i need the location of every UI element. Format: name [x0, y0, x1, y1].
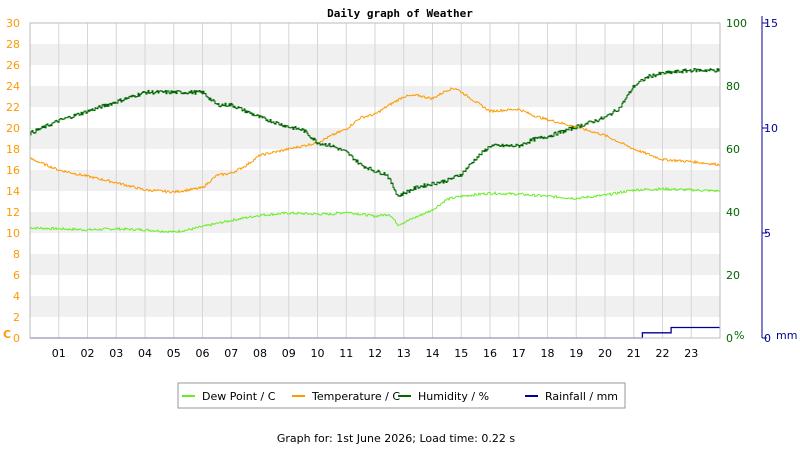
- x-tick-label: 01: [52, 347, 66, 360]
- series-humidity: [30, 68, 720, 197]
- legend-item: Humidity / %: [398, 390, 489, 403]
- humidity-tick-label: 60: [726, 143, 740, 156]
- legend-label: Dew Point / C: [202, 390, 276, 403]
- legend-label: Temperature / C: [311, 390, 400, 403]
- x-tick-label: 03: [109, 347, 123, 360]
- chart-title: Daily graph of Weather: [327, 7, 473, 20]
- legend-label: Rainfall / mm: [545, 390, 618, 403]
- x-tick-label: 06: [196, 347, 210, 360]
- left-tick-label: 2: [13, 311, 20, 324]
- x-tick-label: 04: [138, 347, 152, 360]
- rain-axis-ticks: 0 5 10 15: [761, 16, 778, 345]
- legend-item: Temperature / C: [292, 390, 400, 403]
- footer-text: Graph for: 1st June 2026; Load time: 0.2…: [277, 432, 515, 445]
- series-temperature: [29, 87, 721, 194]
- x-tick-label: 11: [339, 347, 353, 360]
- left-tick-label: 0: [13, 332, 20, 345]
- left-tick-label: 16: [6, 164, 20, 177]
- left-tick-label: 12: [6, 206, 20, 219]
- humidity-tick-label: 40: [726, 206, 740, 219]
- x-tick-label: 02: [81, 347, 95, 360]
- humidity-axis-ticks: 0 20 40 60 80 100: [726, 17, 747, 345]
- legend-item: Rainfall / mm: [525, 390, 618, 403]
- x-tick-label: 13: [397, 347, 411, 360]
- x-tick-label: 15: [454, 347, 468, 360]
- rain-tick-label: 0: [764, 332, 771, 345]
- x-tick-label: 21: [627, 347, 641, 360]
- humidity-tick-label: 100: [726, 17, 747, 30]
- humidity-tick-label: 20: [726, 269, 740, 282]
- x-tick-label: 09: [282, 347, 296, 360]
- legend: Dew Point / C Temperature / C Humidity / %…: [177, 382, 626, 409]
- left-tick-label: 18: [6, 143, 20, 156]
- rain-tick-label: 5: [764, 227, 771, 240]
- left-tick-label: 26: [6, 59, 20, 72]
- x-tick-label: 16: [483, 347, 497, 360]
- x-tick-label: 18: [541, 347, 555, 360]
- legend-label: Humidity / %: [418, 390, 489, 403]
- left-axis-unit: C: [3, 328, 11, 341]
- series-dew-point: [29, 186, 721, 234]
- x-tick-label: 20: [598, 347, 612, 360]
- x-tick-label: 12: [368, 347, 382, 360]
- left-tick-label: 20: [6, 122, 20, 135]
- left-tick-label: 24: [6, 80, 20, 93]
- x-tick-label: 05: [167, 347, 181, 360]
- left-tick-label: 4: [13, 290, 20, 303]
- left-tick-label: 22: [6, 101, 20, 114]
- rain-axis-unit: mm: [776, 329, 797, 342]
- humidity-axis-unit: %: [734, 329, 744, 342]
- x-tick-label: 17: [512, 347, 526, 360]
- left-tick-label: 6: [13, 269, 20, 282]
- humidity-tick-label: 80: [726, 80, 740, 93]
- left-tick-label: 8: [13, 248, 20, 261]
- x-tick-label: 14: [426, 347, 440, 360]
- humidity-tick-label: 0: [726, 332, 733, 345]
- rain-tick-label: 10: [764, 122, 778, 135]
- x-tick-label: 07: [224, 347, 238, 360]
- rain-tick-label: 15: [764, 17, 778, 30]
- x-axis-ticks: 01 02 03 04 05 06 07 08 09 10 11 12 13 14 15 16 17 18 19 20…: [52, 347, 699, 360]
- x-tick-label: 23: [684, 347, 698, 360]
- left-tick-label: 14: [6, 185, 20, 198]
- legend-item: Dew Point / C: [182, 390, 276, 403]
- x-tick-label: 22: [656, 347, 670, 360]
- left-tick-label: 30: [6, 17, 20, 30]
- vertical-gridlines: [58, 23, 692, 338]
- left-tick-label: 10: [6, 227, 20, 240]
- plot-frame: [29, 22, 721, 339]
- x-tick-label: 08: [253, 347, 267, 360]
- x-tick-label: 19: [569, 347, 583, 360]
- x-tick-label: 10: [311, 347, 325, 360]
- left-tick-label: 28: [6, 38, 20, 51]
